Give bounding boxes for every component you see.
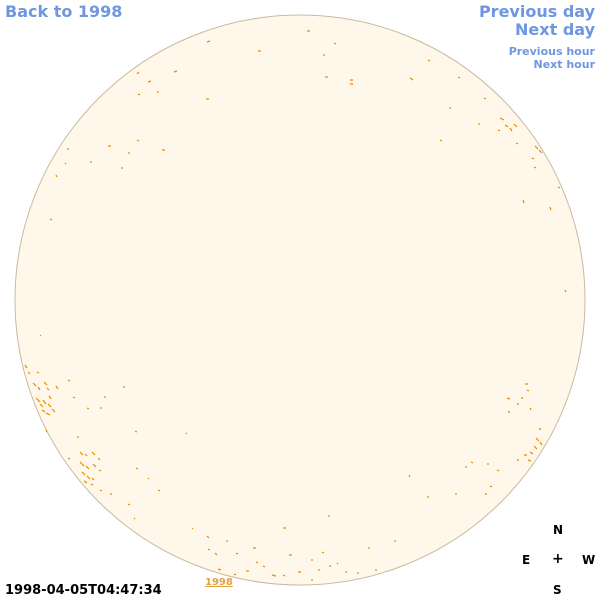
back-to-year-link[interactable]: Back to 1998: [5, 2, 123, 21]
year-link[interactable]: 1998: [205, 577, 233, 588]
previous-day-link[interactable]: Previous day: [478, 2, 595, 21]
compass-south: S: [553, 583, 562, 597]
compass-north: N: [553, 523, 564, 537]
compass-center: +: [552, 551, 564, 567]
next-day-link[interactable]: Next day: [515, 20, 595, 39]
next-hour-link[interactable]: Next hour: [533, 58, 596, 71]
solar-disk: [14, 14, 586, 586]
compass-east: E: [522, 553, 531, 567]
previous-hour-link[interactable]: Previous hour: [508, 45, 595, 58]
active-region-contours: [24, 30, 567, 581]
observation-timestamp: 1998-04-05T04:47:34: [5, 583, 162, 598]
compass-west: W: [582, 553, 596, 567]
